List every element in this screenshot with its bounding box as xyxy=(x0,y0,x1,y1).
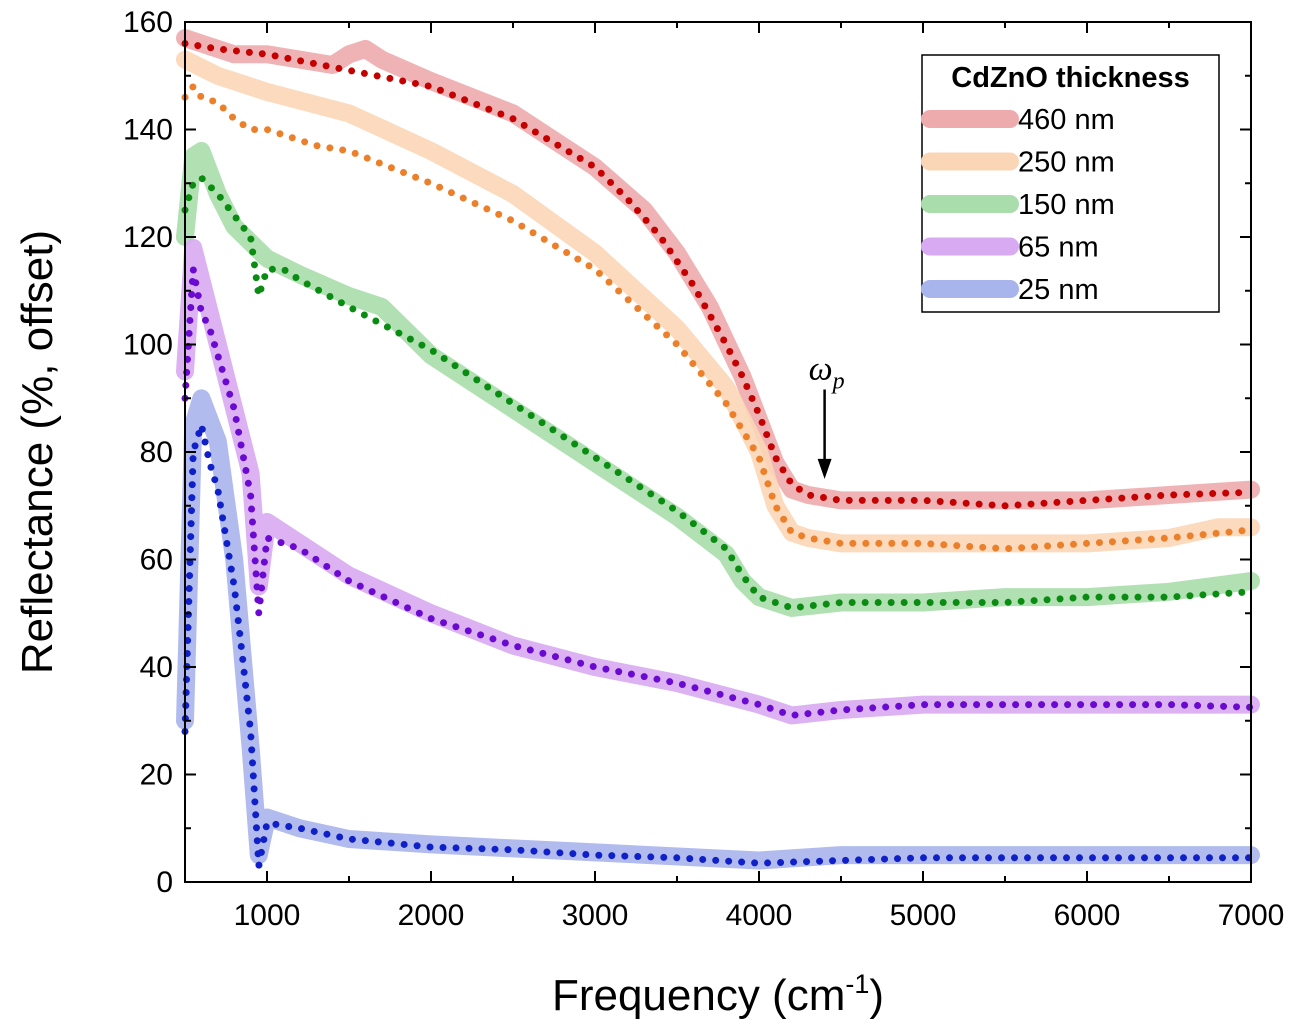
y-tick-label-8: 160 xyxy=(123,6,173,39)
y-axis-title: Reflectance (%, offset) xyxy=(13,230,62,674)
series-fit-4 xyxy=(181,411,1255,867)
x-tick-label-4: 5000 xyxy=(890,899,957,932)
x-tick-label-5: 6000 xyxy=(1054,899,1121,932)
x-tick-label-6: 7000 xyxy=(1218,899,1285,932)
x-axis-title-suffix: ) xyxy=(869,971,884,1020)
plasma-frequency-annotation: ωp xyxy=(809,351,845,479)
x-tick-label-3: 4000 xyxy=(726,899,793,932)
annotation-symbol: ω xyxy=(809,351,833,388)
y-axis-ticks: 0 20 40 60 80 100 120 140 160 xyxy=(123,6,1251,899)
y-tick-label-0: 0 xyxy=(156,866,173,899)
x-axis-title-main: Frequency (cm xyxy=(552,971,845,1020)
series-fit-1 xyxy=(181,80,1255,553)
x-axis-title: Frequency (cm-1) xyxy=(552,969,884,1020)
series-fit-0 xyxy=(181,40,1255,510)
series-measured-4 xyxy=(176,389,1260,870)
x-axis-title-superscript: -1 xyxy=(845,969,869,999)
x-tick-label-2: 3000 xyxy=(562,899,629,932)
x-axis-ticks: 1000 2000 3000 4000 5000 6000 7000 xyxy=(234,22,1285,932)
x-tick-label-0: 1000 xyxy=(234,899,301,932)
legend-label-1: 250 nm xyxy=(1018,147,1115,179)
y-tick-label-3: 60 xyxy=(140,544,173,577)
x-tick-label-1: 2000 xyxy=(398,899,465,932)
legend-label-3: 65 nm xyxy=(1018,232,1099,264)
y-tick-label-1: 20 xyxy=(140,759,173,792)
legend: CdZnO thickness 460 nm 250 nm 150 nm 65 nm 25… xyxy=(921,54,1220,313)
legend-label-4: 25 nm xyxy=(1018,274,1099,306)
legend-label-0: 460 nm xyxy=(1018,104,1115,136)
y-tick-label-6: 120 xyxy=(123,221,173,254)
series-fit-2 xyxy=(181,173,1255,612)
annotation-subscript: p xyxy=(831,369,845,395)
legend-title: CdZnO thickness xyxy=(951,62,1190,94)
series-fit-3 xyxy=(181,268,1255,719)
annotation-arrow-head xyxy=(817,458,832,479)
fit-series-layer xyxy=(181,40,1255,867)
y-tick-label-2: 40 xyxy=(140,651,173,684)
series-measured-0 xyxy=(176,29,1260,510)
legend-label-2: 150 nm xyxy=(1018,189,1115,221)
y-tick-label-5: 100 xyxy=(123,329,173,362)
series-measured-2 xyxy=(176,142,1260,617)
legend-box xyxy=(921,54,1220,313)
annotation-label: ωp xyxy=(809,351,845,395)
y-tick-label-7: 140 xyxy=(123,114,173,147)
y-tick-label-4: 80 xyxy=(140,436,173,469)
